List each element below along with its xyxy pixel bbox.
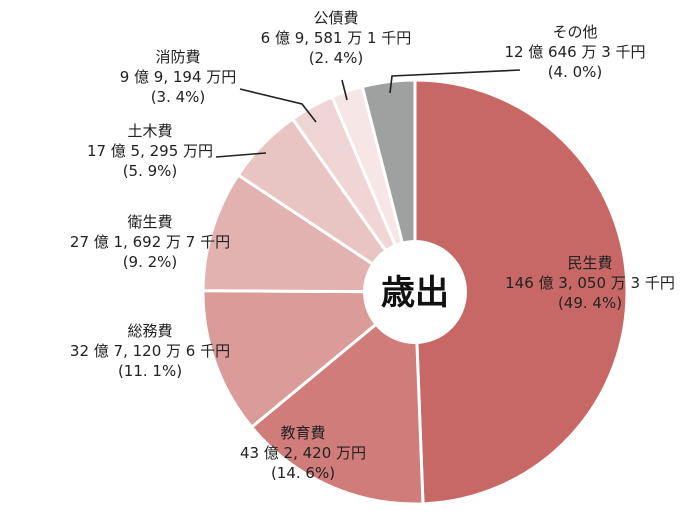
pie-slice-1 (413, 78, 629, 506)
slice-5-percent-label: (5. 9%) (123, 162, 178, 180)
slice-6-amount: 9 億 9, 194 万円 (120, 68, 237, 86)
pie-slice-8 (360, 78, 417, 294)
slice-8-name: その他 (552, 23, 597, 41)
slice-7-name: 公債費 (313, 9, 358, 27)
slice-4-amount: 27 億 1, 692 万 7 千円 (70, 233, 230, 251)
center-label: 歳出 (381, 273, 449, 313)
slice-8-amount: 12 億 646 万 3 千円 (504, 43, 645, 61)
slice-3-percent-label: (11. 1%) (118, 362, 182, 380)
slice-6-percent-label: (3. 4%) (151, 88, 206, 106)
pie-slice-2 (250, 290, 425, 506)
slice-3-amount: 32 億 7, 120 万 6 千円 (70, 342, 230, 360)
slice-4-percent-label: (9. 2%) (123, 253, 178, 271)
slice-7-amount: 6 億 9, 581 万 1 千円 (261, 29, 412, 47)
slice-2-amount: 43 億 2, 420 万円 (240, 444, 366, 462)
slice-1-amount: 146 億 3, 050 万 3 千円 (505, 274, 675, 292)
slice-2-name: 教育費 (280, 424, 325, 442)
slice-7-percent-label: (2. 4%) (309, 49, 364, 67)
slice-8-percent-label: (4. 0%) (548, 63, 603, 81)
slice-3-name: 総務費 (127, 322, 172, 340)
leader-line-6 (239, 88, 317, 123)
slice-5-name: 土木費 (127, 122, 172, 140)
slice-2-percent-label: (14. 6%) (271, 464, 335, 482)
leader-line-5 (215, 152, 267, 158)
leader-line-7 (341, 79, 348, 101)
slice-4-name: 衛生費 (127, 213, 172, 231)
slice-6-name: 消防費 (155, 48, 200, 66)
slice-1-percent-label: (49. 4%) (558, 294, 622, 312)
leader-line-8 (389, 69, 521, 94)
slice-5-amount: 17 億 5, 295 万円 (87, 142, 213, 160)
center-hole (363, 240, 467, 344)
slice-1-name: 民生費 (567, 254, 612, 272)
pie-slice-3 (201, 289, 417, 429)
pie-slice-4 (201, 173, 417, 294)
